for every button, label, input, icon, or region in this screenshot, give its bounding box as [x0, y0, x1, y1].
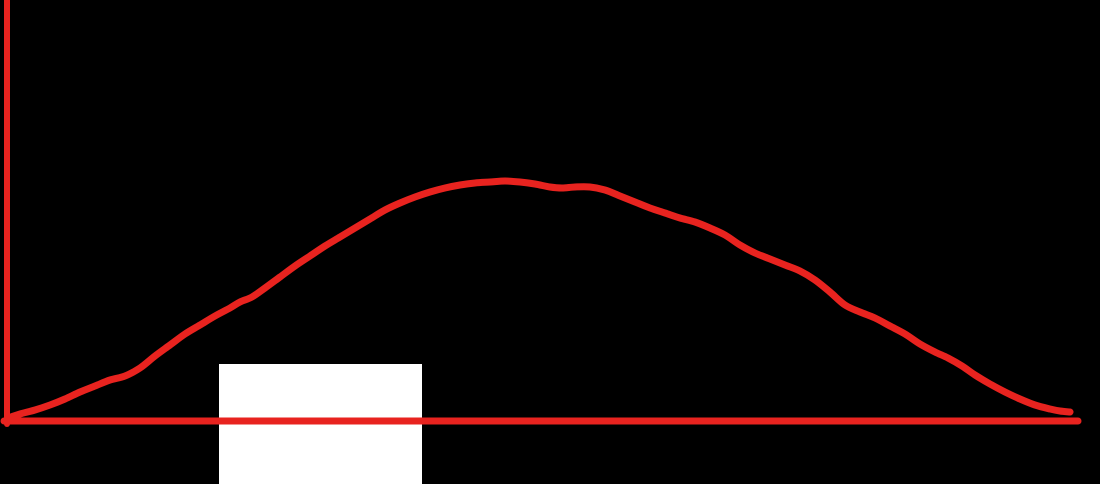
distribution-curve — [4, 177, 1074, 422]
